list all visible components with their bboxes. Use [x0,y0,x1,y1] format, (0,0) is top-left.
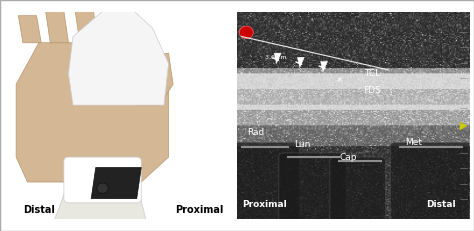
Polygon shape [274,53,281,64]
Text: Lun: Lun [294,140,310,149]
Polygon shape [460,122,467,130]
Polygon shape [297,57,304,68]
Circle shape [97,183,108,194]
Text: Met: Met [405,138,422,147]
Circle shape [239,26,253,39]
Polygon shape [55,182,146,230]
Polygon shape [320,61,328,72]
FancyBboxPatch shape [279,153,346,224]
Text: Proximal: Proximal [243,201,287,209]
FancyBboxPatch shape [232,143,300,224]
Text: Distal: Distal [23,205,55,215]
Text: Rad: Rad [247,128,264,137]
Polygon shape [18,16,41,43]
Text: FDS: FDS [363,86,381,95]
Text: *: * [337,77,342,87]
Polygon shape [68,7,169,105]
FancyBboxPatch shape [64,157,141,203]
FancyBboxPatch shape [390,143,474,224]
Polygon shape [130,53,173,105]
FancyBboxPatch shape [330,157,386,224]
Text: Distal: Distal [427,201,456,209]
Polygon shape [105,18,128,43]
Text: Cap: Cap [340,153,357,161]
Text: Proximal: Proximal [175,205,224,215]
Text: TCL: TCL [364,70,380,78]
Polygon shape [91,167,141,199]
Polygon shape [75,12,98,43]
Text: 3.6 cm: 3.6 cm [265,55,286,60]
Polygon shape [46,12,68,43]
Polygon shape [16,43,169,182]
